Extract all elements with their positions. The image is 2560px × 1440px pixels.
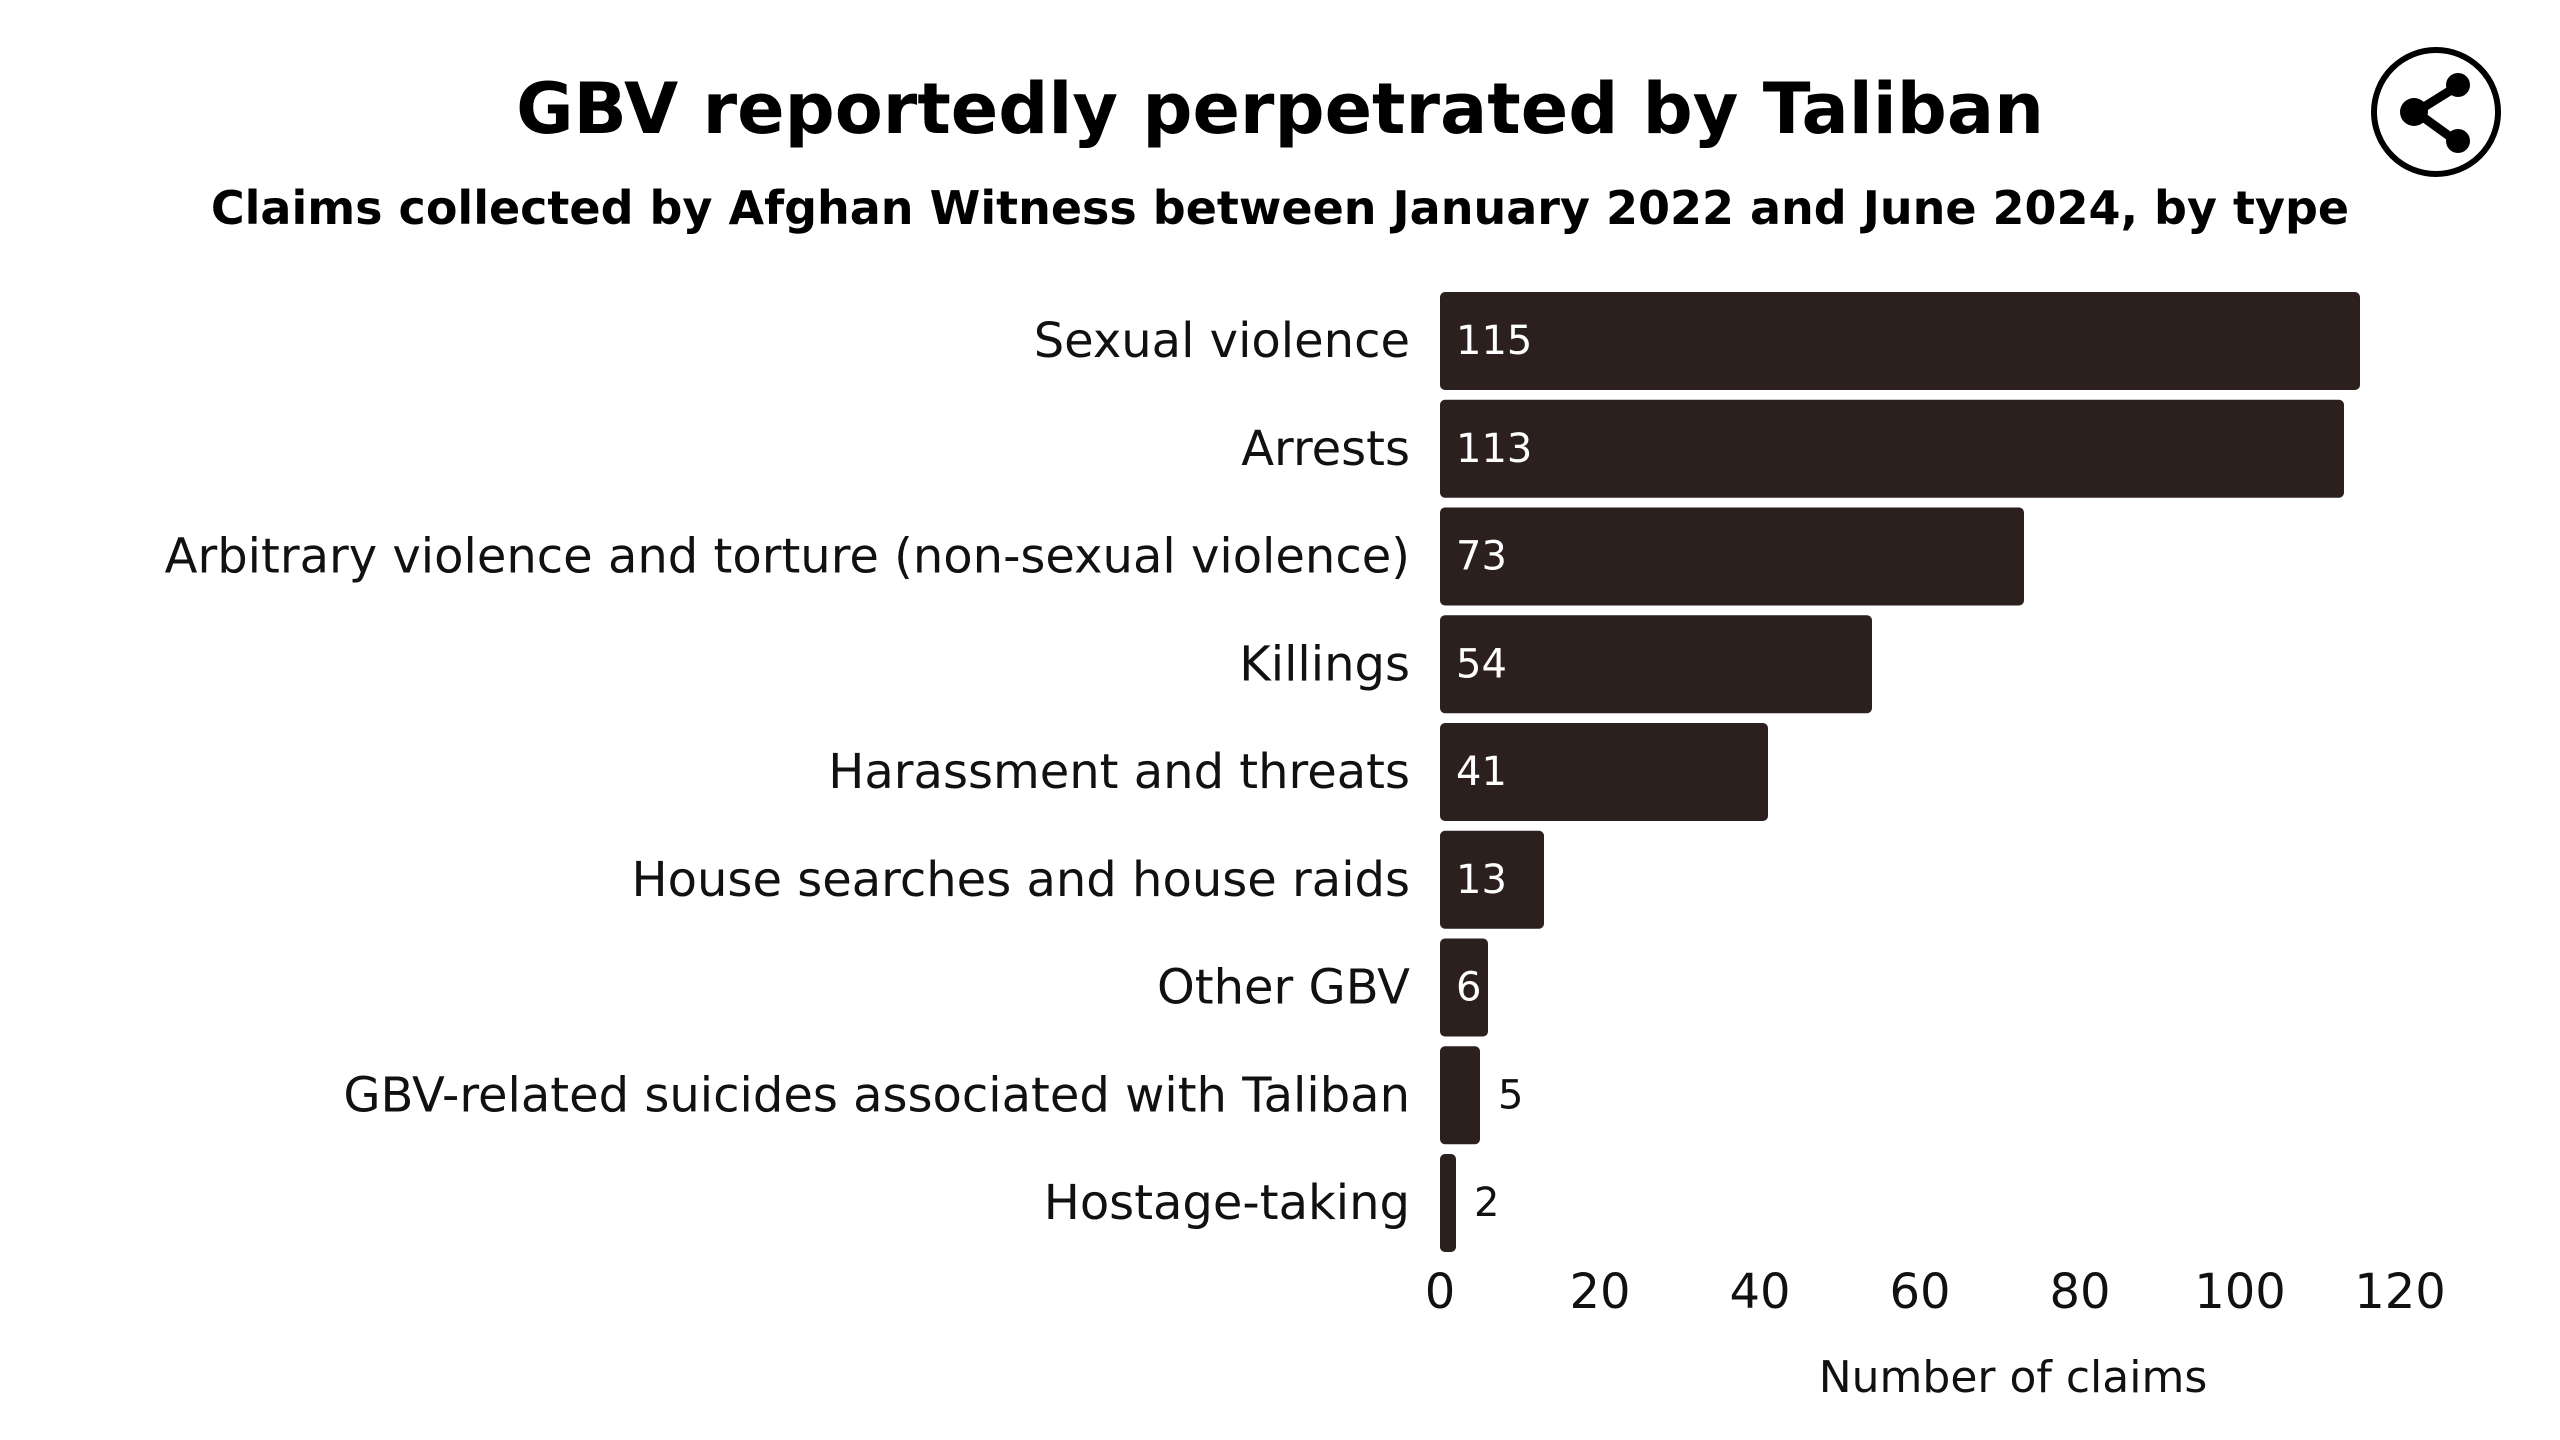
x-axis-ticks: 0 20 40 60 80 100 120 [1425, 1264, 2446, 1320]
x-tick-5: 100 [2194, 1264, 2286, 1320]
category-label-3: Killings [1239, 636, 1410, 692]
value-label-7: 5 [1498, 1072, 1523, 1118]
bar-3 [1440, 615, 1872, 714]
category-label-8: Hostage-taking [1044, 1175, 1410, 1231]
x-tick-0: 0 [1425, 1264, 1456, 1320]
value-label-0: 115 [1456, 318, 1532, 364]
bar-0 [1440, 292, 2360, 390]
chart-subtitle: Claims collected by Afghan Witness betwe… [210, 181, 2350, 235]
category-label-0: Sexual violence [1034, 313, 1410, 369]
category-label-4: Harassment and threats [828, 744, 1410, 800]
x-tick-1: 20 [1569, 1264, 1630, 1320]
category-label-7: GBV-related suicides associated with Tal… [343, 1067, 1410, 1123]
bar-2 [1440, 507, 2024, 606]
x-tick-2: 40 [1729, 1264, 1790, 1320]
bar-5 [1440, 830, 1544, 929]
x-tick-4: 80 [2049, 1264, 2110, 1320]
bar-4 [1440, 723, 1768, 821]
category-label-5: House searches and house raids [632, 852, 1410, 908]
value-label-4: 41 [1456, 749, 1507, 795]
value-label-5: 13 [1456, 857, 1507, 903]
value-label-6: 6 [1456, 965, 1481, 1011]
value-label-3: 54 [1456, 641, 1507, 687]
category-label-6: Other GBV [1157, 960, 1410, 1016]
bar-1 [1440, 399, 2344, 498]
share-icon [2371, 47, 2501, 177]
category-label-2: Arbitrary violence and torture (non-sexu… [165, 529, 1410, 585]
value-label-1: 113 [1456, 426, 1532, 472]
category-label-1: Arrests [1241, 421, 1410, 477]
category-labels: Sexual violence Arrests Arbitrary violence… [165, 313, 1411, 1231]
value-label-2: 73 [1456, 534, 1507, 580]
bar-7 [1440, 1046, 1480, 1145]
chart-title: GBV reportedly perpetrated by Taliban [516, 68, 2044, 150]
value-labels: 115 113 73 54 41 13 6 5 2 [1456, 318, 1532, 1226]
x-axis-title: Number of claims [1819, 1352, 2208, 1403]
bars [1440, 292, 2360, 1252]
x-tick-3: 60 [1889, 1264, 1950, 1320]
bar-6 [1440, 938, 1488, 1037]
value-label-8: 2 [1474, 1180, 1499, 1226]
bar-8 [1440, 1154, 1456, 1252]
x-tick-6: 120 [2354, 1264, 2446, 1320]
share-button[interactable] [2368, 44, 2504, 180]
